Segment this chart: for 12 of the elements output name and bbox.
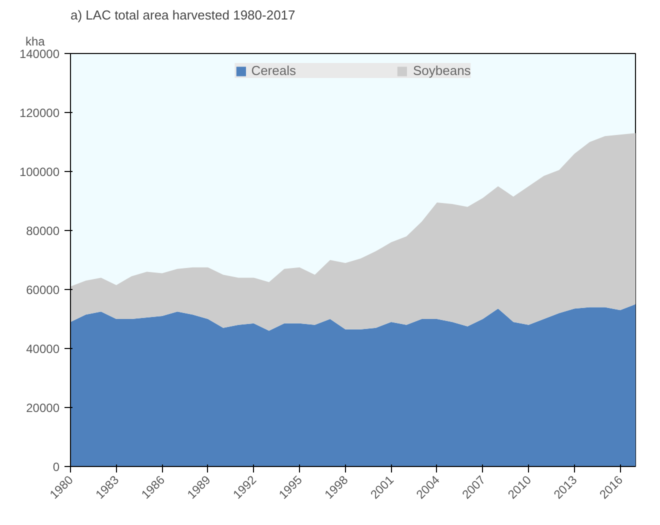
y-tick-label: 60000 (26, 283, 60, 297)
y-tick-label: 100000 (19, 165, 60, 179)
y-tick-label: 80000 (26, 224, 60, 238)
y-axis-title: kha (26, 34, 46, 48)
y-tick-label: 0 (52, 460, 60, 474)
y-tick-label: 40000 (26, 342, 60, 356)
y-tick-label: 140000 (19, 47, 60, 61)
legend-label: Soybeans (412, 63, 471, 78)
y-tick-label: 20000 (26, 401, 60, 415)
chart-title: a) LAC total area harvested 1980-2017 (70, 8, 296, 22)
y-tick-label: 120000 (19, 106, 60, 120)
legend-label: Cereals (251, 63, 296, 78)
